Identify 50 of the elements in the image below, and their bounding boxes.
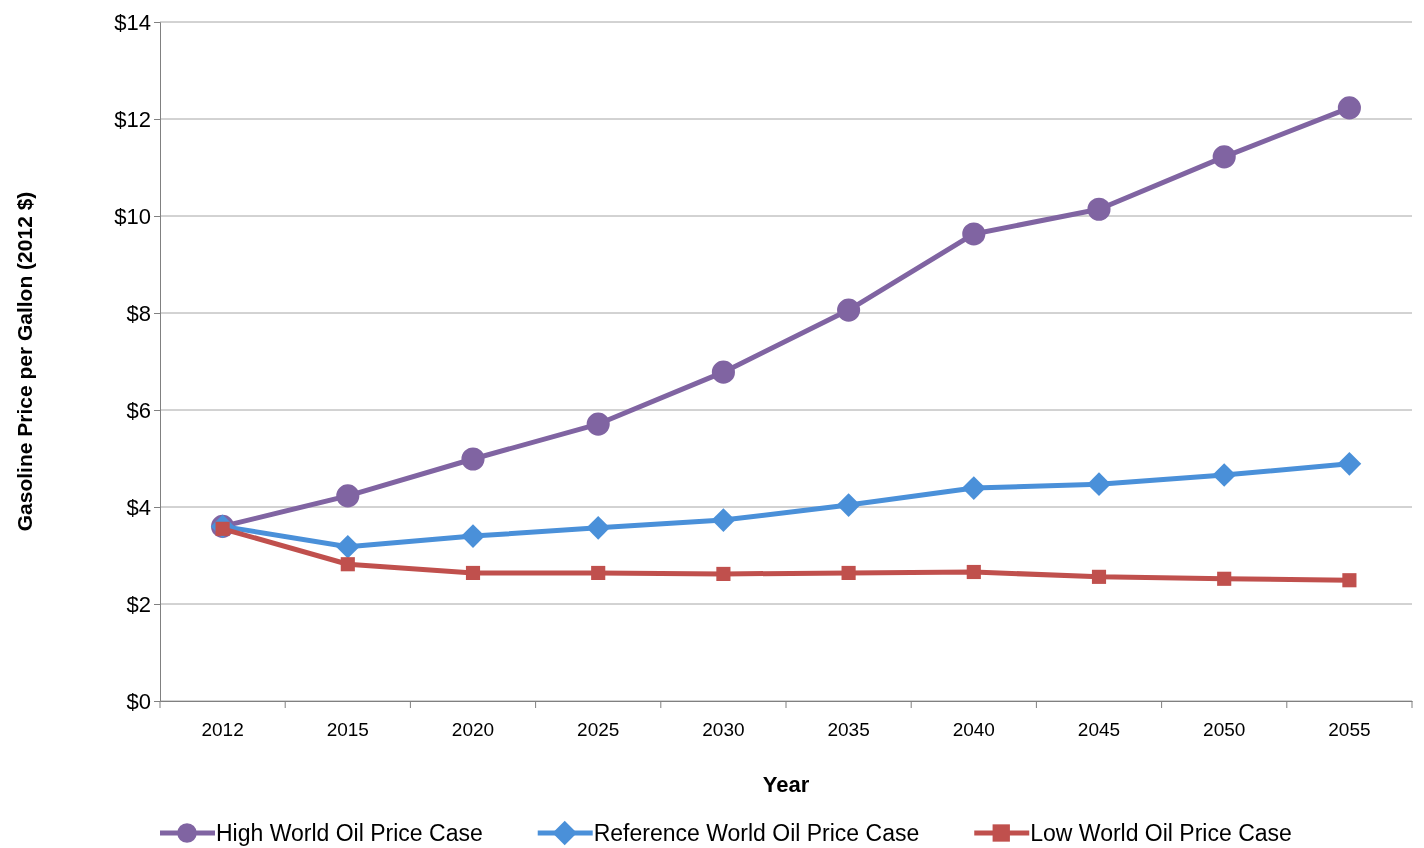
point [335,534,360,559]
x-tick-label: 2040 [952,719,995,741]
y-tick-label: $14 [114,9,151,35]
point [1212,145,1236,169]
point [716,566,731,581]
point [1217,571,1232,586]
point [966,564,981,580]
point [836,493,861,517]
legend-label: Low World Oil Price Case [1030,820,1292,846]
point [340,557,355,572]
point [1337,96,1361,120]
x-tick-label: 2015 [326,719,369,741]
x-tick-label: 2025 [577,719,620,741]
point [586,412,610,436]
y-tick-label: $6 [126,397,151,423]
x-tick-label: 2045 [1077,719,1121,741]
point [586,516,611,540]
y-tick-label: $10 [114,203,151,229]
y-axis-title: Gasoline Price per Gallon (2012 $) [13,191,36,532]
y-tick-label: $4 [126,494,151,520]
y-tick-label: $0 [126,688,151,714]
point [1087,197,1111,221]
point [961,476,986,500]
x-tick-label: 2020 [451,719,495,741]
y-tick-label: $2 [126,591,151,617]
x-tick-label: 2055 [1328,719,1371,741]
legend-label: High World Oil Price Case [216,820,483,846]
y-tick-label: $8 [126,300,151,326]
legend-label: Reference World Oil Price Case [593,820,920,846]
point [1091,569,1107,584]
x-tick-label: 2012 [201,719,244,741]
x-tick-label: 2050 [1203,719,1246,741]
point [461,524,485,548]
point [1087,472,1111,497]
point [461,447,485,471]
point [711,508,736,532]
y-tick-label: $12 [114,106,151,132]
point [962,222,986,246]
point [837,298,861,322]
point [336,484,360,508]
x-tick-label: 2030 [702,719,745,741]
point [841,565,856,581]
point [1342,573,1357,588]
point [711,360,735,384]
point [1212,463,1237,487]
x-tick-label: 2035 [827,719,870,741]
point [591,565,606,581]
point [1337,452,1362,476]
point [465,565,481,581]
x-axis-title: Year [762,772,810,797]
